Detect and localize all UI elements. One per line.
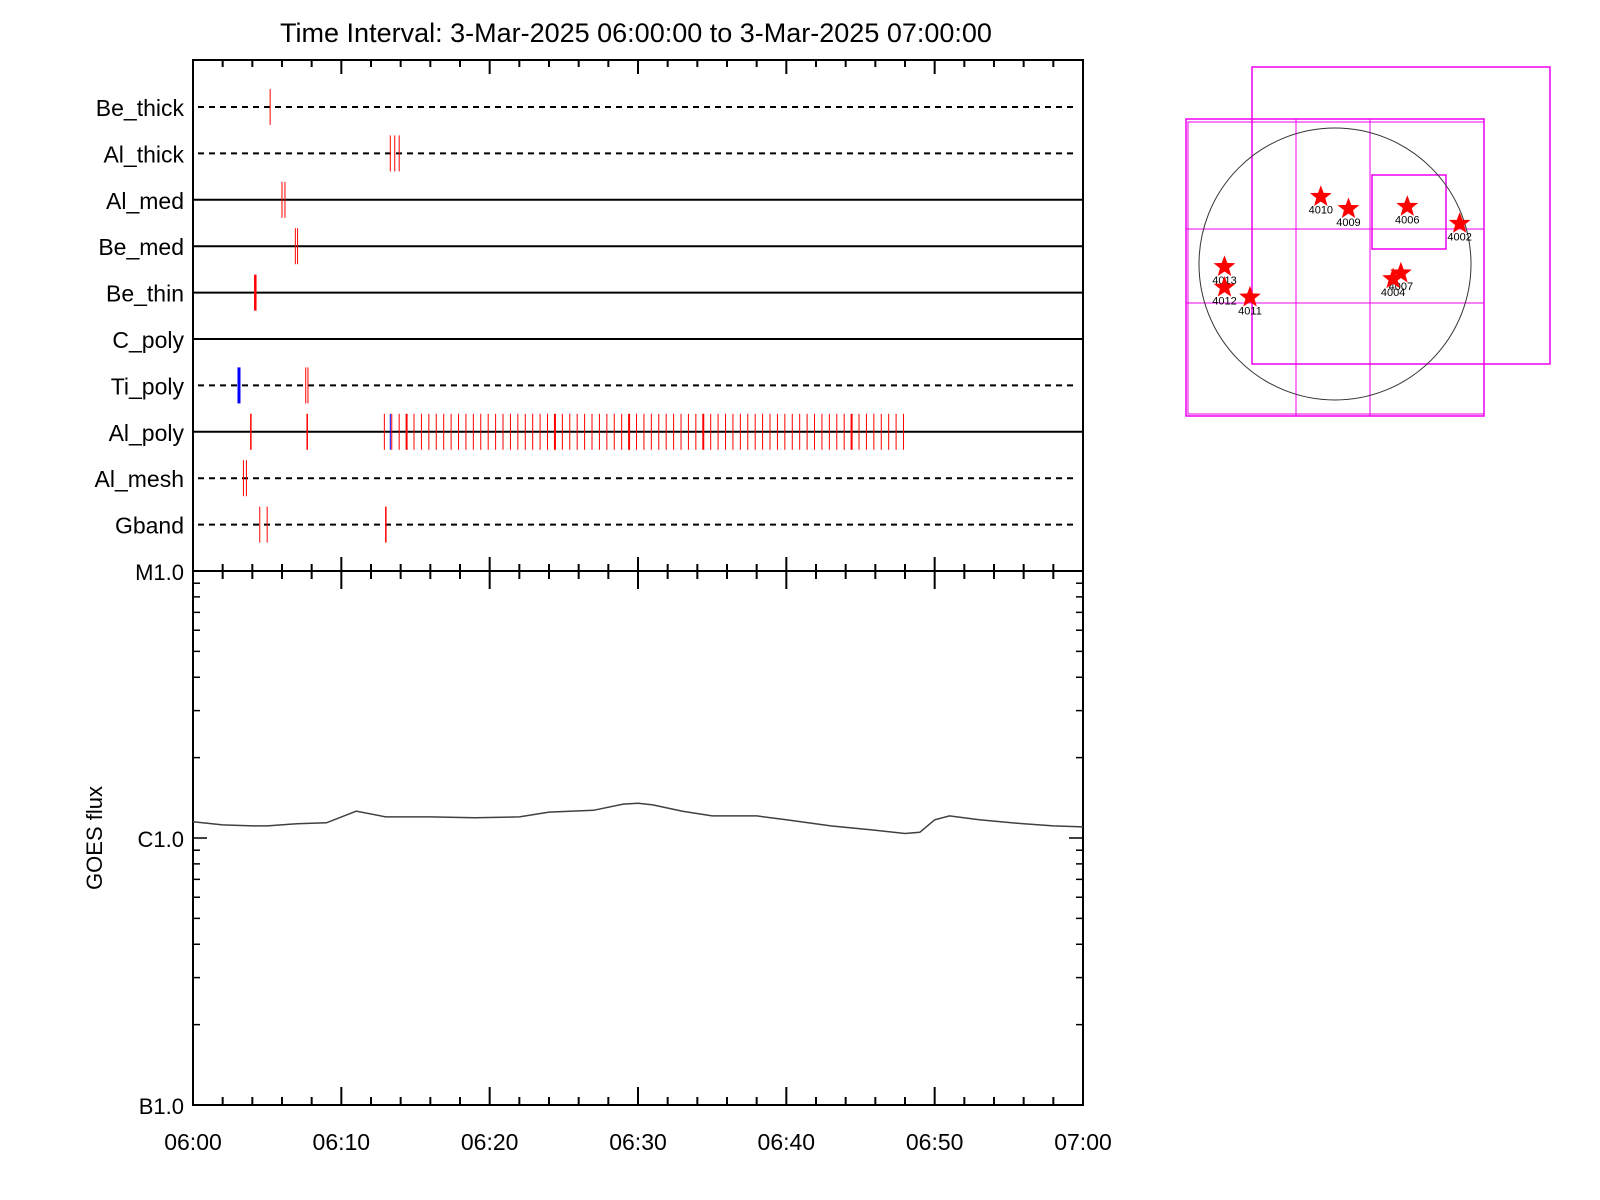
pointing-box-small xyxy=(1371,174,1447,250)
channel-label: C_poly xyxy=(112,327,184,353)
star-icon xyxy=(1396,195,1419,216)
x-tick-label: 07:00 xyxy=(1054,1129,1112,1155)
channel-row-ti-poly: Ti_poly xyxy=(111,367,1078,404)
solar-disk-limb xyxy=(1198,127,1472,401)
channel-label: Be_thick xyxy=(96,95,185,121)
goes-flux-panel: 06:00 06:10 06:20 06:30 06:40 06:50 07:00 B1.0 C… xyxy=(82,560,1112,1155)
star-icon xyxy=(1382,267,1404,289)
x-tick-label: 06:10 xyxy=(313,1129,371,1155)
star-icon xyxy=(1337,197,1360,218)
detector-timeline-panel: Be_thick Al_thick Al_med Be_med Be_thin C_pol… xyxy=(95,59,1084,572)
star-icon xyxy=(1213,275,1236,297)
channel-label: Al_mesh xyxy=(95,466,184,492)
y-tick-label: C1.0 xyxy=(138,827,184,852)
star-icon xyxy=(1213,255,1236,277)
channel-label: Al_thick xyxy=(103,141,184,167)
channel-row-be-thick: Be_thick xyxy=(96,89,1078,125)
active-region-star: 4009 xyxy=(1336,197,1361,229)
active-region-label: 4004 xyxy=(1381,287,1405,299)
chart-title: Time Interval: 3-Mar-2025 06:00:00 to 3-… xyxy=(280,18,992,48)
pointing-box xyxy=(1185,118,1485,417)
active-region-label: 4010 xyxy=(1309,205,1333,217)
active-region-star: 4006 xyxy=(1395,195,1419,227)
y-tick-label: B1.0 xyxy=(139,1094,184,1119)
channel-label: Ti_poly xyxy=(111,373,185,399)
solar-disk-map: 401040094006400240134012401140074004 xyxy=(1185,66,1551,417)
x-tick-label: 06:30 xyxy=(609,1129,667,1155)
channel-row-al-med: Al_med xyxy=(106,181,1083,218)
active-region-star: 4004 xyxy=(1381,267,1405,299)
channel-row-al-thick: Al_thick xyxy=(103,135,1078,172)
goes-flux-line xyxy=(192,802,1084,835)
active-region-star: 4010 xyxy=(1309,185,1333,217)
channel-row-gband: Gband xyxy=(115,506,1078,543)
channel-label: Al_poly xyxy=(109,420,185,446)
active-region-star: 4002 xyxy=(1447,212,1472,244)
goes-frame xyxy=(192,570,1084,1106)
channel-row-al-poly: Al_poly xyxy=(109,413,1083,450)
timeline-frame xyxy=(192,59,1084,572)
channel-label: Be_thin xyxy=(106,281,184,307)
channel-row-be-thin: Be_thin xyxy=(106,274,1083,311)
active-region-label: 4009 xyxy=(1336,217,1360,229)
star-icon xyxy=(1448,212,1471,233)
y-axis-label: GOES flux xyxy=(82,786,107,890)
active-region-label: 4011 xyxy=(1238,305,1262,317)
x-tick-label: 06:40 xyxy=(758,1129,816,1155)
star-icon xyxy=(1309,185,1332,206)
channel-row-be-med: Be_med xyxy=(98,228,1083,265)
channel-label: Al_med xyxy=(106,188,184,214)
channel-row-c-poly: C_poly xyxy=(112,327,1083,353)
channel-label: Gband xyxy=(115,513,184,539)
pointing-box xyxy=(1251,66,1551,365)
active-region-label: 4006 xyxy=(1395,215,1419,227)
active-region-label: 4002 xyxy=(1447,232,1471,244)
x-tick-label: 06:20 xyxy=(461,1129,519,1155)
active-region-star: 4011 xyxy=(1238,285,1262,317)
pointing-box xyxy=(1187,121,1485,415)
channel-row-al-mesh: Al_mesh xyxy=(95,460,1078,497)
x-tick-label: 06:00 xyxy=(164,1129,222,1155)
active-region-label: 4012 xyxy=(1212,295,1236,307)
active-region-star: 4012 xyxy=(1212,275,1237,307)
y-tick-label: M1.0 xyxy=(135,560,184,585)
star-icon xyxy=(1239,285,1261,307)
x-tick-label: 06:50 xyxy=(906,1129,964,1155)
channel-label: Be_med xyxy=(98,234,184,260)
